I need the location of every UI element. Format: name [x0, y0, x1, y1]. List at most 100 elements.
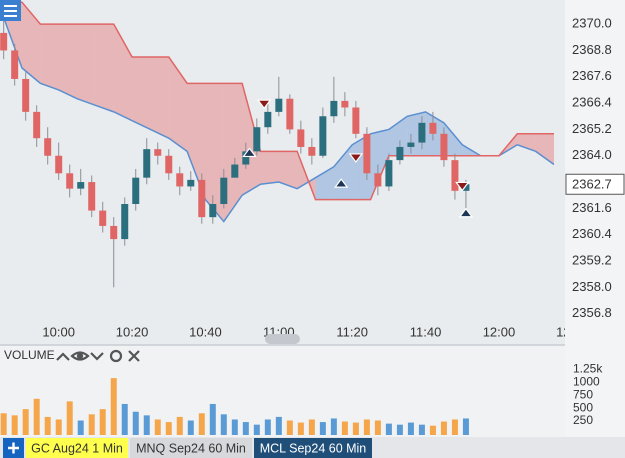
eye-icon[interactable] [70, 351, 90, 361]
y-tick-label: 2359.2 [572, 252, 612, 267]
candle-body [176, 173, 184, 187]
candle-body [11, 50, 19, 79]
candles [0, 19, 470, 288]
x-tick-label: 12:00 [483, 324, 516, 339]
tab[interactable]: MNQ Sep24 60 Min [130, 438, 252, 458]
candle-body [330, 100, 338, 117]
tab-label: MCL Sep24 60 Min [260, 441, 367, 455]
candle-body [286, 98, 294, 130]
cloud-fill [223, 83, 243, 222]
candle-body [308, 146, 316, 156]
add-icon [8, 442, 19, 454]
cloud-fill [22, 2, 41, 84]
candle-body [209, 204, 217, 218]
volume-bar [440, 421, 447, 435]
y-tick-label: 2365.2 [572, 121, 612, 136]
volume-bar [231, 419, 238, 435]
volume-bar [99, 409, 106, 435]
candle-body [44, 138, 52, 156]
volume-bar [352, 422, 359, 435]
candle-body [451, 160, 459, 191]
candle-body [143, 149, 151, 178]
candle-body [275, 98, 283, 112]
candle-body [264, 111, 272, 128]
cloud-fill [205, 83, 224, 222]
volume-bar [33, 398, 40, 435]
add-tab[interactable] [3, 438, 24, 458]
candle-body [396, 146, 404, 161]
candle-body [154, 149, 162, 156]
tab[interactable]: GC Aug24 1 Min [26, 438, 128, 458]
volume-bar [264, 419, 271, 435]
signal-marker [256, 99, 272, 110]
candle-body [33, 111, 41, 139]
last-price-box [565, 173, 625, 195]
tab[interactable]: MCL Sep24 60 Min [254, 438, 372, 458]
tab-label: GC Aug24 1 Min [31, 441, 123, 455]
signal-marker [348, 153, 364, 163]
x-tick-label: 10:20 [116, 324, 149, 339]
y-tick-label: 2356.8 [572, 305, 612, 320]
volume-bar [187, 420, 194, 435]
volume-bar [165, 422, 172, 435]
tab-bg [254, 438, 372, 458]
cloud-fill [95, 24, 114, 112]
y-tick-label: 2370.0 [572, 16, 612, 31]
eye-pupil [76, 352, 84, 360]
volume-bar [374, 420, 381, 435]
x-tick-label: 11:20 [336, 324, 368, 339]
cloud-fill [132, 57, 151, 130]
volume-bar [451, 419, 458, 435]
volume-bar [198, 413, 205, 435]
cloud-fill [535, 133, 554, 165]
cloud-fill [443, 122, 463, 156]
close-icon[interactable] [128, 350, 140, 362]
volume-bar [88, 414, 95, 435]
candle-body [440, 133, 448, 161]
candle-body [374, 173, 382, 187]
volume-bar [176, 416, 183, 435]
volume-bar [66, 401, 73, 435]
scrollbar-handle[interactable] [265, 334, 300, 344]
signals [242, 99, 474, 218]
settings-icon[interactable] [109, 349, 123, 363]
candle-body [77, 182, 85, 189]
cloud-fill [278, 151, 298, 189]
tab-label: MNQ Sep24 60 Min [136, 441, 246, 455]
volume-bar [22, 409, 29, 435]
y-tick-label: 2361.6 [572, 200, 612, 215]
move-up-icon[interactable] [56, 352, 70, 361]
candle-body [242, 151, 250, 165]
signal-marker [458, 207, 474, 218]
candle-body [121, 204, 129, 240]
volume-bar [330, 418, 337, 435]
volume-bar [253, 424, 260, 435]
cloud-fill [40, 24, 59, 90]
volume-panel [0, 346, 565, 437]
volume-tick-label: 750 [573, 387, 593, 401]
candle-body [132, 177, 140, 204]
cloud-fill [150, 57, 169, 139]
volume-bar [286, 420, 293, 435]
volume-bar [110, 378, 117, 435]
volume-bar [242, 422, 249, 435]
menu-button[interactable] [0, 0, 21, 21]
candle-body [88, 182, 96, 211]
candle-body [418, 122, 426, 143]
price-axis-background [565, 0, 625, 437]
move-down-icon[interactable] [90, 352, 104, 361]
volume-bar [11, 415, 18, 435]
volume-bar [341, 421, 348, 435]
candle-body [0, 32, 8, 51]
volume-bar [385, 423, 392, 435]
cloud-fill [77, 24, 96, 106]
candle-body [110, 225, 118, 240]
volume-tick-label: 1.25k [573, 362, 603, 376]
signal-marker [334, 178, 349, 188]
volume-bar [407, 422, 414, 435]
volume-bar [209, 403, 216, 435]
volume-bar [429, 425, 436, 435]
volume-bars [0, 378, 469, 435]
signal-marker [455, 181, 470, 192]
